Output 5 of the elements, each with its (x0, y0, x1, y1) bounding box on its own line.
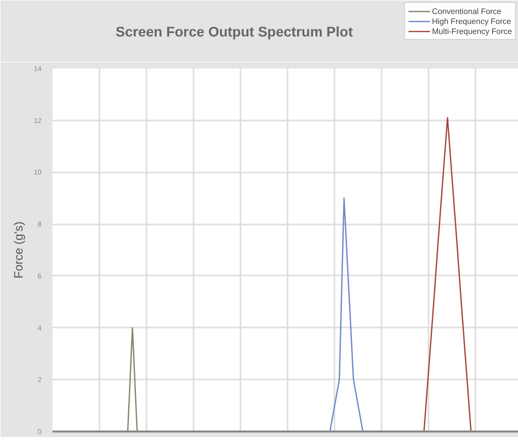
legend-label: High Frequency Force (432, 16, 512, 26)
chart-title: Screen Force Output Spectrum Plot (116, 24, 354, 40)
legend-label: Conventional Force (432, 6, 502, 16)
legend-label: Multi-Frequency Force (432, 26, 512, 36)
y-axis-title: Force (g's) (12, 222, 26, 278)
